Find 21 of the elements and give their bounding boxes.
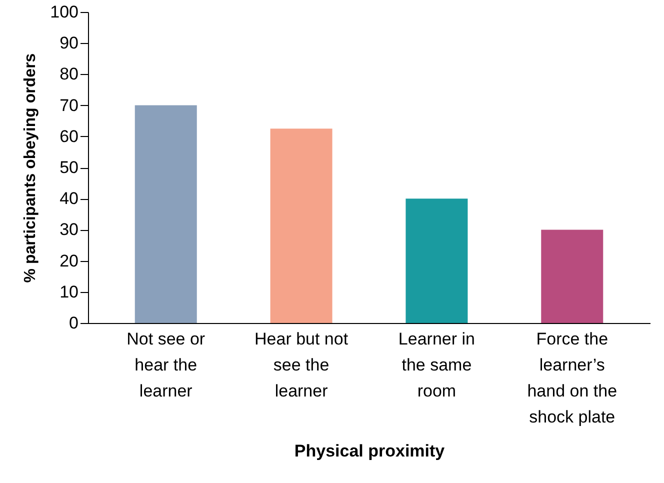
y-tick-label: 50 xyxy=(60,158,78,177)
bar xyxy=(270,128,332,323)
x-tick-label: Hear but not see the learner xyxy=(254,330,348,400)
bar xyxy=(406,198,468,323)
y-tick-label: 0 xyxy=(69,314,78,332)
y-tick-label: 20 xyxy=(60,251,78,270)
y-tick-label: 60 xyxy=(60,126,78,146)
x-tick-label: Not see or hear the learner xyxy=(126,330,206,400)
x-axis-title: Physical proximity xyxy=(294,442,446,460)
y-tick-label: 100 xyxy=(50,2,78,22)
y-tick-label: 80 xyxy=(60,64,78,84)
x-tick-label: Force the learner’s hand on the shock plate xyxy=(527,330,618,426)
y-tick-label: 10 xyxy=(60,282,78,302)
bar xyxy=(134,105,197,323)
y-tick-label: 40 xyxy=(60,189,78,208)
y-tick-label: 70 xyxy=(60,96,78,115)
bar xyxy=(541,230,604,323)
y-tick-label: 90 xyxy=(60,34,78,53)
x-tick-label: Learner in the same room xyxy=(398,330,475,400)
y-tick-label: 30 xyxy=(60,220,78,240)
y-axis-title: % participants obeying orders xyxy=(22,53,40,283)
